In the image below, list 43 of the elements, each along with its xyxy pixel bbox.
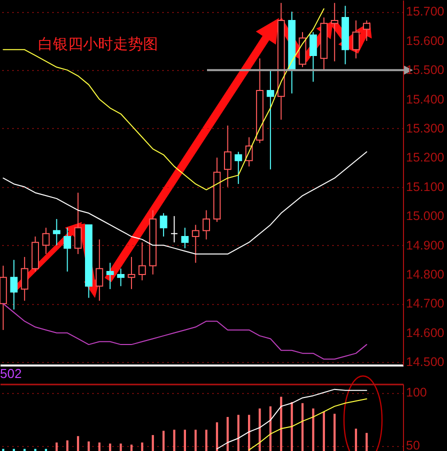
candlestick bbox=[74, 192, 82, 255]
line-series bbox=[248, 398, 368, 450]
candlestick bbox=[128, 256, 136, 290]
candlestick bbox=[310, 32, 317, 82]
candlestick bbox=[10, 259, 18, 310]
candlestick bbox=[192, 224, 200, 264]
y-tick-label: 15.400 bbox=[406, 92, 444, 106]
candlestick bbox=[42, 227, 50, 255]
candlestick bbox=[352, 20, 360, 59]
y-tick-label: 15.600 bbox=[406, 34, 444, 48]
candlestick bbox=[330, 2, 338, 62]
candlestick bbox=[181, 227, 189, 249]
candlestick bbox=[224, 125, 232, 188]
candlestick bbox=[266, 70, 274, 170]
y-tick-label: 15.300 bbox=[406, 121, 444, 136]
y-tick-label: 100 bbox=[406, 386, 427, 400]
text: 白银四小时走势图 bbox=[38, 35, 158, 53]
candlestick bbox=[234, 151, 242, 184]
y-tick-label: 15.100 bbox=[406, 180, 444, 194]
candlestick bbox=[202, 210, 210, 240]
candlestick bbox=[138, 242, 146, 281]
candlestick bbox=[64, 227, 72, 272]
y-tick-label: 14.700 bbox=[406, 296, 444, 311]
y-tick-label: 14.500 bbox=[406, 355, 444, 370]
candlestick bbox=[52, 218, 60, 246]
line-series bbox=[2, 8, 324, 190]
y-tick-label: 15.000 bbox=[406, 209, 444, 224]
y-tick-label: 50 bbox=[406, 438, 420, 451]
candlestick bbox=[160, 212, 168, 238]
y-tick-label: 14.800 bbox=[406, 267, 444, 282]
candlestick bbox=[96, 238, 104, 302]
y-tick-label: 15.200 bbox=[406, 150, 444, 165]
candlestick bbox=[362, 20, 370, 42]
y-tick-label: 14.900 bbox=[406, 238, 444, 252]
text: 502 bbox=[0, 366, 22, 381]
y-tick-label: 14.600 bbox=[406, 326, 444, 340]
candlestick bbox=[170, 216, 178, 243]
candlestick bbox=[106, 262, 114, 290]
candlestick bbox=[117, 268, 124, 287]
line-series bbox=[2, 151, 368, 255]
candlestick bbox=[20, 256, 28, 302]
line-series bbox=[216, 388, 368, 450]
y-tick-label: 15.700 bbox=[406, 4, 444, 19]
